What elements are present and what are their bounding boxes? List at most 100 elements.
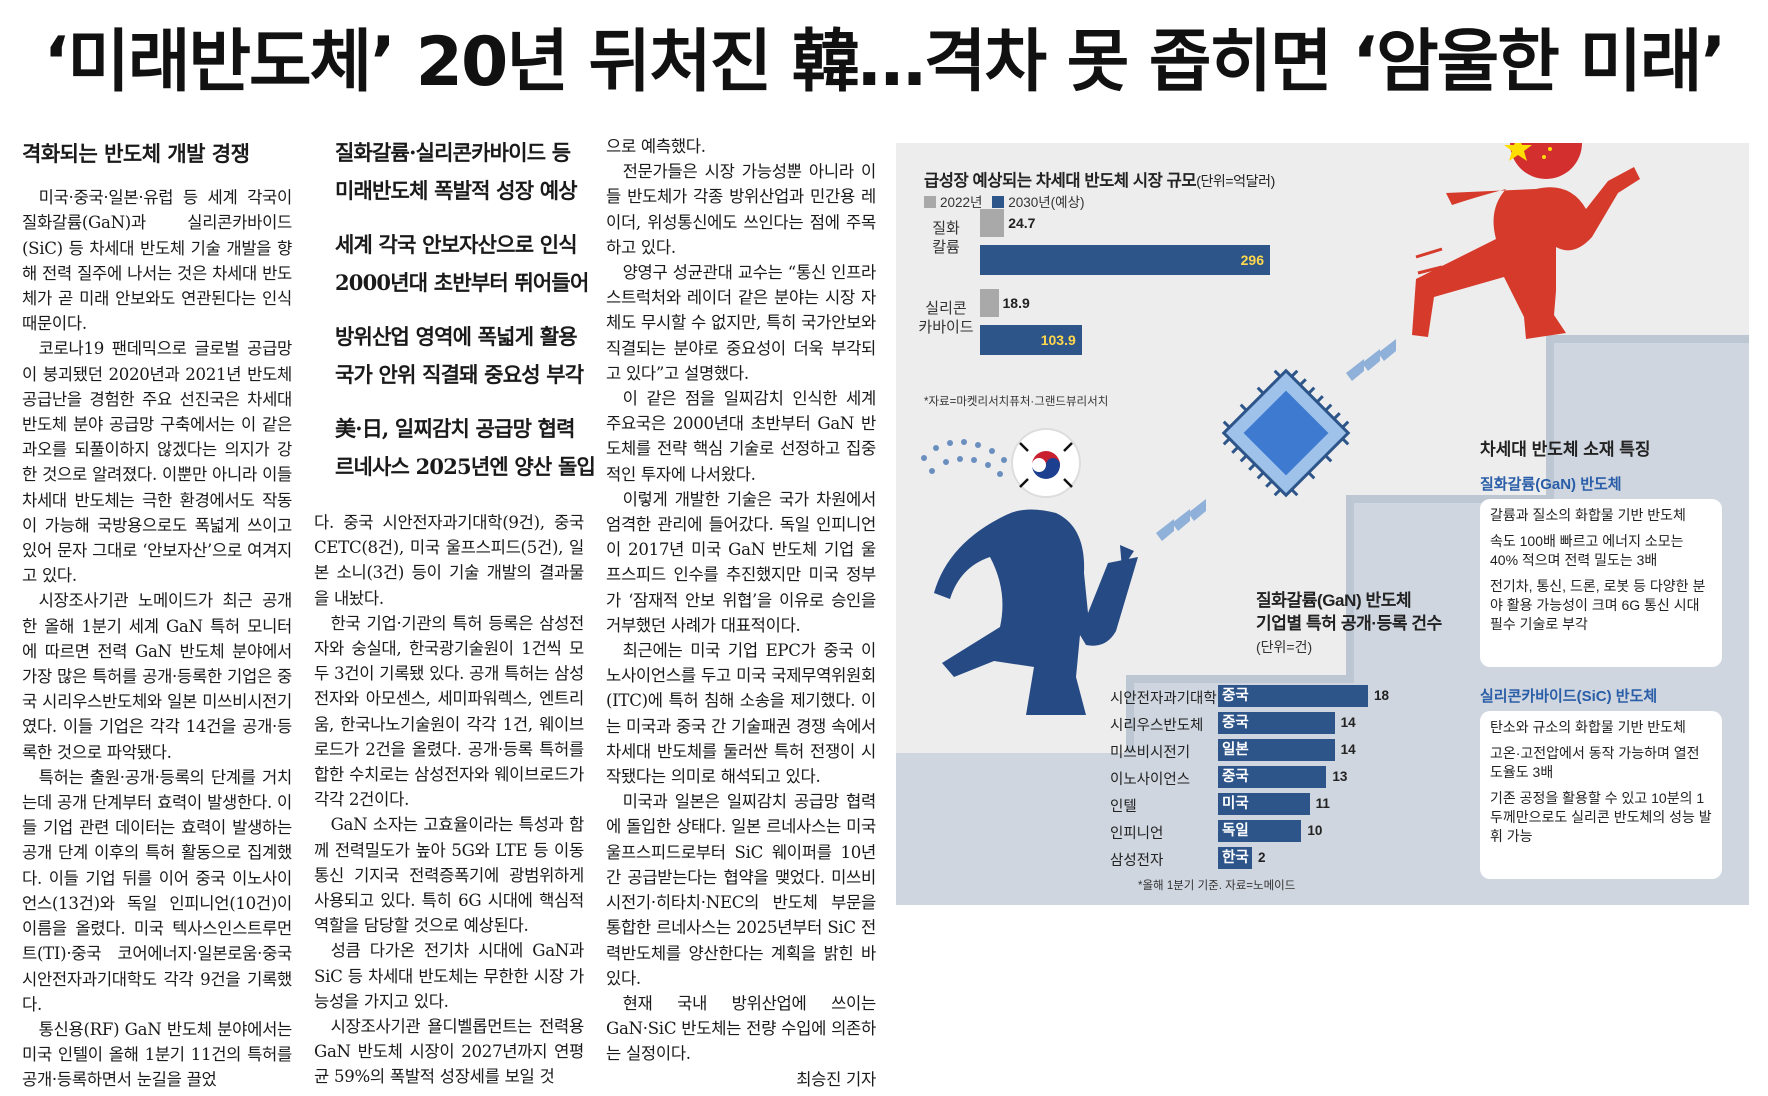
feature-gan-title: 질화갈륨(GaN) 반도체 — [1480, 476, 1622, 493]
paragraph: 미국과 일본은 일찌감치 공급망 협력에 돌입한 상태다. 일본 르네사스는 미… — [606, 792, 876, 988]
runner-china-icon — [1412, 143, 1640, 339]
market-chart-source: *자료=마켓리서치퓨처·그랜드뷰리서치 — [924, 396, 1109, 408]
patent-bar — [1218, 793, 1310, 815]
subhead-line: 2000년대 초반부터 뛰어들어 — [335, 270, 589, 295]
market-category-label: 질화 칼륨 — [932, 220, 960, 256]
column-1-body: 미국·중국·일본·유럽 등 세계 각국이 질화갈륨(GaN)과 실리콘카바이드(… — [22, 185, 292, 1092]
patent-bar — [1218, 847, 1252, 869]
patent-country-label: 중국 — [1222, 715, 1249, 731]
paragraph: 특허는 출원·공개·등록의 단계를 거치는데 공개 단계부터 효력이 발생한다.… — [22, 767, 292, 1014]
patent-country-label: 독일 — [1222, 823, 1249, 839]
subhead-line: 美·日, 일찌감치 공급망 협력 — [335, 416, 575, 441]
market-bar-value: 18.9 — [1002, 295, 1030, 311]
article-column-2: 질화갈륨·실리콘카바이드 등 미래반도체 폭발적 성장 예상 세계 각국 안보자… — [314, 134, 596, 1090]
patent-company-label: 시안전자과기대학 — [1110, 691, 1217, 707]
paragraph: 이 같은 점을 일찌감치 인식한 세계 주요국은 2000년대 초반부터 GaN… — [606, 389, 876, 484]
column-3-body: 으로 예측했다. 전문가들은 시장 가능성뿐 아니라 이들 반도체가 각종 방위산… — [606, 134, 876, 1067]
patent-bar-value: 13 — [1332, 769, 1348, 784]
market-bar-value: 296 — [1240, 252, 1264, 268]
paragraph: 이렇게 개발한 기술은 국가 차원에서 엄격한 관리에 들어갔다. 독일 인피니… — [606, 489, 876, 635]
paragraph: 전문가들은 시장 가능성뿐 아니라 이들 반도체가 각종 방위산업과 민간용 레… — [606, 162, 876, 257]
feature-sic-box: 탄소와 규소의 화합물 기반 반도체 고온·고전압에서 동작 가능하며 열전도율… — [1480, 711, 1722, 879]
article-column-1: 격화되는 반도체 개발 경쟁 미국·중국·일본·유럽 등 세계 각국이 질화갈륨… — [22, 134, 292, 1093]
subhead-group: 세계 각국 안보자산으로 인식 2000년대 초반부터 뛰어들어 — [314, 226, 589, 302]
market-bar — [980, 325, 1082, 355]
patent-country-label: 중국 — [1222, 688, 1249, 704]
arrow-chevrons-icon — [1156, 339, 1396, 541]
patent-chart-source: *올해 1분기 기준. 자료=노메이드 — [1138, 880, 1296, 892]
patent-chart-unit: (단위=건) — [1256, 639, 1313, 655]
patent-company-label: 시리우스반도체 — [1110, 718, 1204, 734]
patent-company-label: 미쓰비시전기 — [1110, 745, 1191, 761]
patent-bar-value: 18 — [1374, 688, 1390, 703]
market-chart-title: 급성장 예상되는 차세대 반도체 시장 규모(단위=억달러) — [924, 172, 1275, 190]
market-category-label: 실리콘 카바이드 — [918, 300, 974, 336]
patent-bar — [1218, 712, 1335, 734]
market-bar-value: 103.9 — [1040, 332, 1076, 348]
subhead-group: 美·日, 일찌감치 공급망 협력 르네사스 2025년엔 양산 돌입 — [314, 410, 596, 486]
legend-swatch-2030 — [992, 196, 1005, 208]
subhead-line: 국가 안위 직결돼 중요성 부각 — [335, 362, 584, 387]
patent-company-label: 삼성전자 — [1110, 853, 1164, 869]
feature-item: 탄소와 규소의 화합물 기반 반도체 — [1490, 719, 1686, 735]
column-2-body: 다. 중국 시안전자과기대학(9건), 중국 CETC(8건), 미국 울프스피… — [314, 510, 584, 1090]
patent-bar-value: 11 — [1315, 796, 1330, 811]
patent-bar — [1218, 820, 1302, 842]
paragraph: 한국 기업·기관의 특허 등록은 삼성전자와 숭실대, 한국광기술원이 1건씩 … — [314, 613, 584, 810]
paragraph: 통신용(RF) GaN 반도체 분야에서는 미국 인텔이 올해 1분기 11건의… — [22, 1019, 292, 1090]
signal-wave-icon — [921, 439, 1007, 477]
patent-country-label: 일본 — [1222, 742, 1249, 758]
paragraph: 으로 예측했다. — [606, 137, 706, 156]
market-bar — [980, 209, 1005, 237]
patent-title-line: 질화갈륨(GaN) 반도체 — [1256, 591, 1412, 610]
patent-country-label: 한국 — [1222, 850, 1249, 866]
patent-country-label: 미국 — [1222, 796, 1249, 812]
feature-item: 속도 100배 빠르고 에너지 소모는 40% 적으며 전력 밀도는 3배 — [1490, 533, 1684, 568]
subhead-line: 르네사스 2025년엔 양산 돌입 — [335, 454, 596, 479]
infographic: 급성장 예상되는 차세대 반도체 시장 규모(단위=억달러) 2022년 203… — [896, 143, 1749, 905]
legend-swatch-2022 — [924, 196, 936, 208]
subhead-group: 방위산업 영역에 폭넓게 활용 국가 안위 직결돼 중요성 부각 — [314, 318, 584, 394]
paragraph: 현재 국내 방위산업에 쓰이는 GaN·SiC 반도체는 전량 수입에 의존하는… — [606, 993, 876, 1064]
patent-bar — [1218, 739, 1335, 761]
patent-company-label: 이노사이언스 — [1110, 772, 1191, 788]
patent-bar — [1218, 685, 1368, 707]
subhead-line: 세계 각국 안보자산으로 인식 — [335, 232, 578, 257]
article-column-3: 으로 예측했다. 전문가들은 시장 가능성뿐 아니라 이들 반도체가 각종 방위산… — [606, 134, 876, 1092]
patent-bar-value: 14 — [1340, 742, 1356, 757]
patent-country-label: 중국 — [1222, 769, 1249, 785]
paragraph: 코로나19 팬데믹으로 글로벌 공급망이 붕괴됐던 2020년과 2021년 반… — [22, 339, 292, 586]
paragraph: 양영구 성균관대 교수는 “통신 인프라스트럭처와 레이더 같은 분야는 시장 … — [606, 263, 876, 383]
legend-label-2030: 2030년(예상) — [1008, 195, 1085, 210]
feature-sic-title: 실리콘카바이드(SiC) 반도체 — [1480, 688, 1658, 705]
subhead-line: 질화갈륨·실리콘카바이드 등 — [335, 140, 571, 165]
features-title: 차세대 반도체 소재 특징 — [1480, 440, 1651, 459]
paragraph: 최근에는 미국 기업 EPC가 중국 이노사이언스를 두고 미국 국제무역위원회… — [606, 641, 876, 787]
market-bar — [980, 245, 1270, 275]
market-chart-legend: 2022년 2030년(예상) — [924, 191, 1085, 211]
subhead-line: 미래반도체 폭발적 성장 예상 — [335, 178, 578, 203]
subhead-group: 질화갈륨·실리콘카바이드 등 미래반도체 폭발적 성장 예상 — [314, 134, 584, 210]
market-bar-value: 24.7 — [1008, 215, 1036, 231]
patent-company-label: 인텔 — [1110, 799, 1137, 815]
chip-icon — [1221, 368, 1351, 498]
legend-label-2022: 2022년 — [940, 195, 983, 210]
patent-company-label: 인피니언 — [1110, 826, 1164, 842]
paragraph: 미국·중국·일본·유럽 등 세계 각국이 질화갈륨(GaN)과 실리콘카바이드(… — [22, 188, 292, 334]
headline: ‘미래반도체’ 20년 뒤처진 韓…격차 못 좁히면 ‘암울한 미래’ — [43, 23, 1727, 102]
subhead-line: 방위산업 영역에 폭넓게 활용 — [335, 324, 578, 349]
paragraph: 다. 중국 시안전자과기대학(9건), 중국 CETC(8건), 미국 울프스피… — [314, 513, 584, 608]
feature-item: 전기차, 통신, 드론, 로봇 등 다양한 분야 활용 가능성이 크며 6G 통… — [1490, 578, 1706, 632]
patent-title-line: 기업별 특허 공개·등록 건수 — [1256, 614, 1442, 633]
china-flag-icon — [1510, 143, 1582, 179]
runner-korea-icon — [934, 428, 1138, 715]
market-bar — [980, 289, 999, 317]
feature-gan-box: 갈륨과 질소의 화합물 기반 반도체 속도 100배 빠르고 에너지 소모는 4… — [1480, 499, 1722, 667]
section-title: 격화되는 반도체 개발 경쟁 — [22, 142, 250, 166]
paragraph: 시장조사기관 욜디벨롭먼트는 전력용 GaN 반도체 시장이 2027년까지 연… — [314, 1017, 584, 1087]
paragraph: GaN 소자는 고효율이라는 특성과 함께 전력밀도가 높아 5G와 LTE 등… — [314, 815, 584, 936]
patent-bar-value: 2 — [1258, 850, 1266, 865]
feature-item: 고온·고전압에서 동작 가능하며 열전도율도 3배 — [1490, 745, 1700, 780]
paragraph: 성큼 다가온 전기차 시대에 GaN과 SiC 등 차세대 반도체는 무한한 시… — [314, 941, 584, 1011]
